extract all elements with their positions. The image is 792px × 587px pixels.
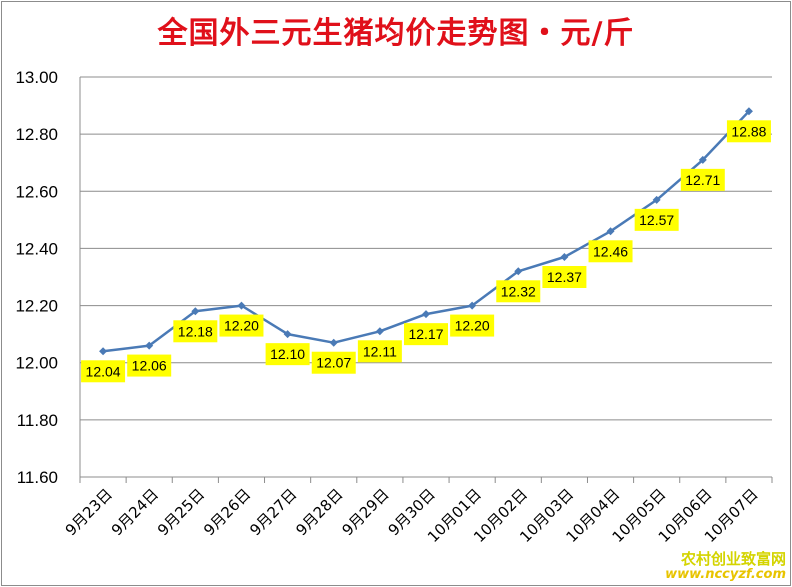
data-point (283, 330, 292, 339)
y-tick-label: 11.60 (17, 468, 58, 487)
data-label-box (357, 340, 402, 363)
data-label: 12.32 (501, 283, 536, 299)
data-label: 12.10 (270, 346, 305, 362)
watermark-url: www.nccyzf.com (665, 567, 786, 582)
x-tick-label: 9月26日 (200, 485, 254, 539)
data-label-box (450, 314, 495, 337)
data-label-box (588, 240, 633, 263)
y-tick-label: 12.80 (15, 125, 58, 144)
data-label-box (496, 280, 541, 303)
data-label: 12.17 (408, 326, 443, 342)
watermark-name: 农村创业致富网 (680, 550, 786, 568)
data-point (375, 327, 384, 336)
data-point (422, 310, 430, 319)
y-tick-label: 12.60 (15, 182, 58, 201)
x-tick-label: 9月27日 (246, 485, 300, 539)
chart-title: 全国外三元生猪均价走势图・元/斤 (157, 16, 635, 51)
x-tick-label: 9月28日 (292, 485, 346, 539)
x-tick-label: 9月29日 (339, 485, 393, 539)
data-label-box (81, 360, 126, 383)
data-label-box (173, 320, 218, 343)
y-tick-label: 12.40 (15, 239, 58, 258)
data-point (99, 347, 108, 356)
data-label: 12.07 (316, 355, 351, 371)
data-label: 12.71 (685, 172, 720, 188)
data-point (145, 341, 154, 350)
data-point (744, 107, 753, 116)
data-label-box (265, 343, 310, 366)
y-tick-label: 11.80 (17, 411, 58, 430)
data-point (606, 227, 615, 236)
data-label: 12.37 (547, 269, 582, 285)
data-point (329, 338, 338, 347)
data-label-box (542, 266, 587, 288)
data-label: 12.18 (178, 323, 213, 339)
data-point (560, 253, 569, 261)
data-point (514, 267, 523, 276)
data-label-box (404, 323, 448, 346)
data-label-box (219, 314, 264, 337)
data-label: 12.46 (593, 243, 628, 259)
x-tick-label: 9月25日 (154, 485, 208, 539)
data-label-box (311, 351, 356, 374)
x-tick-label: 9月23日 (62, 485, 116, 539)
data-point (698, 155, 707, 164)
data-label: 12.04 (86, 363, 121, 379)
data-label-box (726, 120, 771, 143)
data-label-box (127, 354, 172, 377)
data-label: 12.06 (132, 358, 167, 374)
data-label-box (634, 208, 679, 231)
data-point (237, 301, 246, 310)
data-label: 12.20 (455, 318, 490, 334)
data-label: 12.20 (224, 318, 259, 334)
x-tick-label: 9月24日 (108, 485, 162, 539)
data-point (468, 301, 477, 310)
data-label-box (680, 168, 725, 191)
watermark: 农村创业致富网 www.nccyzf.com (665, 551, 786, 583)
y-tick-label: 12.00 (15, 354, 58, 373)
data-label: 12.88 (731, 123, 766, 139)
y-tick-label: 12.20 (15, 297, 58, 316)
data-point (652, 195, 661, 204)
data-label: 12.11 (363, 343, 397, 359)
y-tick-label: 13.00 (15, 68, 58, 87)
data-label: 12.57 (639, 212, 674, 228)
data-point (191, 307, 200, 316)
